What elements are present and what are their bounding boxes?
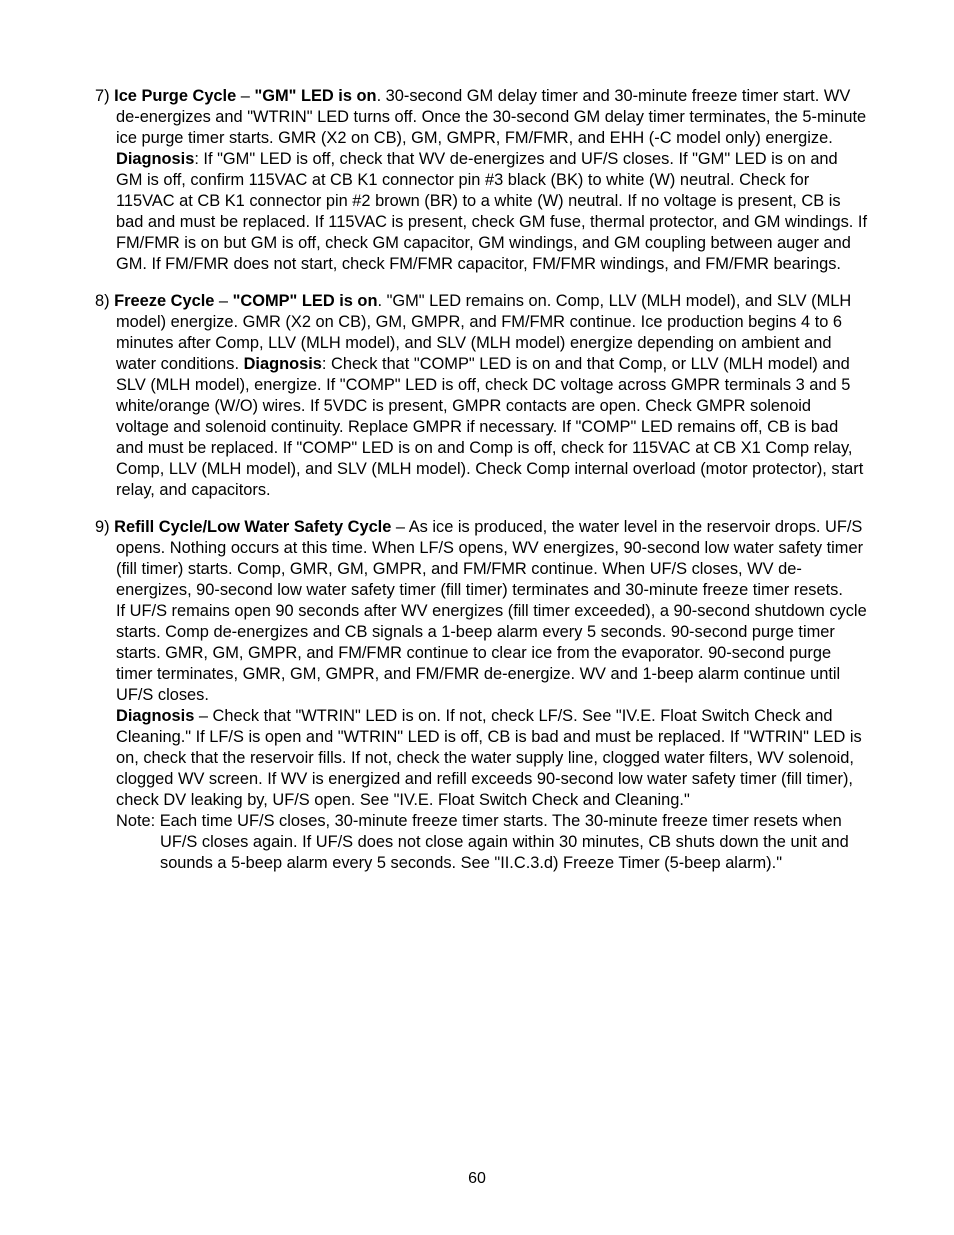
note-label: Note: <box>116 812 155 830</box>
item-9-para-2: If UF/S remains open 90 seconds after WV… <box>82 601 868 706</box>
list-item-8: 8) Freeze Cycle – "COMP" LED is on. "GM"… <box>82 291 868 501</box>
item-title: Ice Purge Cycle <box>114 87 236 105</box>
led-status: "GM" LED is on <box>254 87 376 105</box>
led-status: "COMP" LED is on <box>233 292 378 310</box>
item-title: Refill Cycle/Low Water Safety Cycle <box>114 518 391 536</box>
item-number: 8) <box>95 292 110 310</box>
diagnosis-label: Diagnosis <box>244 355 322 373</box>
item-number: 9) <box>95 518 110 536</box>
diagnosis-label: Diagnosis <box>116 150 194 168</box>
item-9-note: Note: Each time UF/S closes, 30-minute f… <box>82 811 868 874</box>
page: 7) Ice Purge Cycle – "GM" LED is on. 30-… <box>0 0 954 1235</box>
page-number: 60 <box>0 1169 954 1189</box>
item-number: 7) <box>95 87 110 105</box>
diagnosis-text: : Check that "COMP" LED is on and that C… <box>116 355 863 499</box>
separator: – <box>391 518 408 536</box>
body-text: If UF/S remains open 90 seconds after WV… <box>116 602 867 704</box>
diagnosis-text: : If "GM" LED is off, check that WV de-e… <box>116 150 867 273</box>
note-body: Each time UF/S closes, 30-minute freeze … <box>155 812 849 872</box>
item-title: Freeze Cycle <box>114 292 214 310</box>
diagnosis-text: – Check that "WTRIN" LED is on. If not, … <box>116 707 862 809</box>
list-item-9: 9) Refill Cycle/Low Water Safety Cycle –… <box>82 517 868 874</box>
list-item-7: 7) Ice Purge Cycle – "GM" LED is on. 30-… <box>82 86 868 275</box>
diagnosis-label: Diagnosis <box>116 707 194 725</box>
item-9-diagnosis: Diagnosis – Check that "WTRIN" LED is on… <box>82 706 868 811</box>
item-9-para-1: 9) Refill Cycle/Low Water Safety Cycle –… <box>82 517 868 601</box>
separator: – <box>214 292 232 310</box>
separator: – <box>236 87 254 105</box>
